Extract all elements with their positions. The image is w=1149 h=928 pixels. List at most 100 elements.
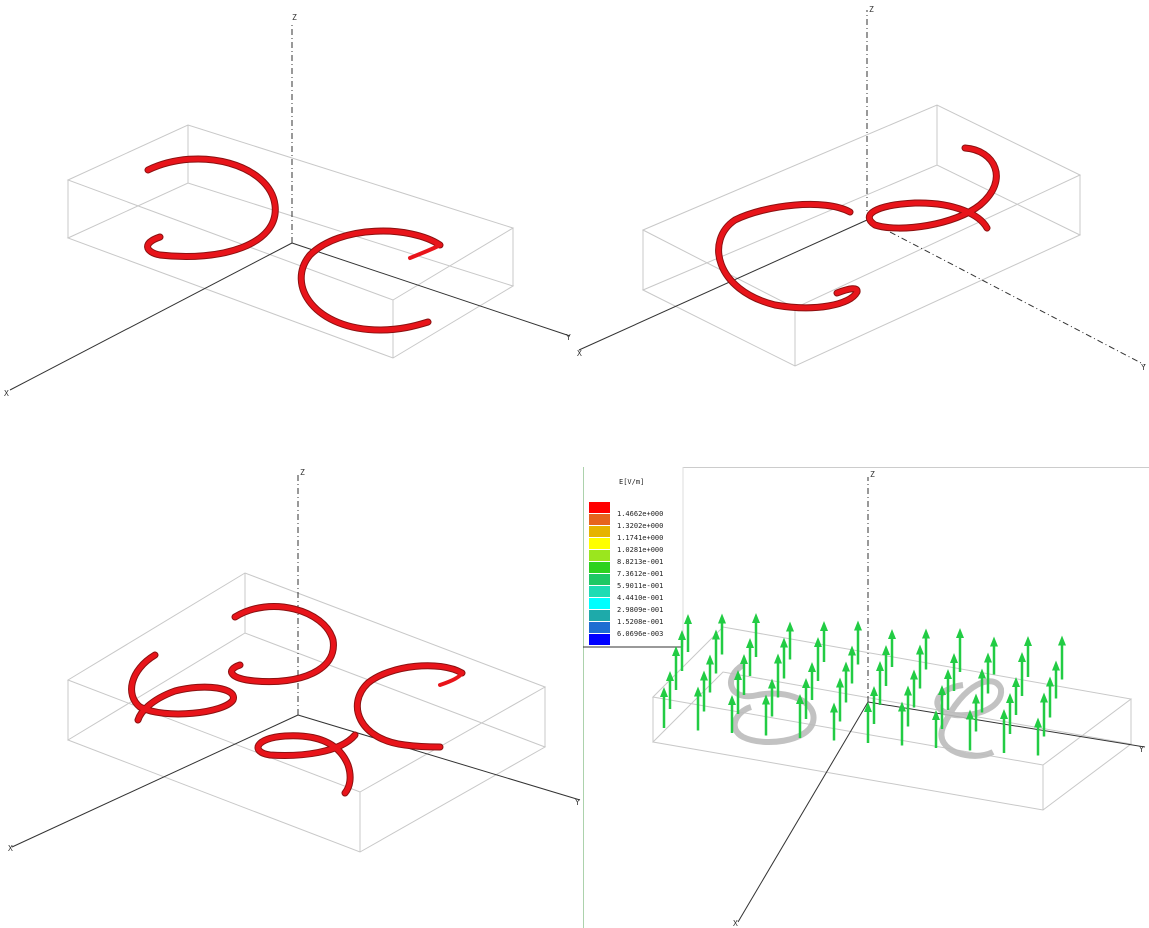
field-arrow [762, 694, 770, 736]
field-arrow [1034, 717, 1042, 756]
field-arrow [718, 613, 726, 655]
x-axis-label: X [8, 844, 13, 853]
coil-group [128, 603, 466, 797]
field-arrow [966, 709, 974, 751]
legend-label: 7.3612e-001 [617, 570, 664, 578]
legend-entry: 1.5208e-001 [589, 610, 699, 626]
legend-swatch [589, 526, 610, 537]
axes [11, 475, 581, 848]
field-arrow [672, 646, 680, 690]
x-axis-label: X [577, 349, 582, 358]
field-arrow [854, 620, 862, 665]
legend-entry [589, 634, 699, 646]
field-arrow [1006, 693, 1014, 734]
legend-label: 1.4662e+000 [617, 510, 664, 518]
legend-swatch [589, 610, 610, 621]
legend-label: 5.9011e-001 [617, 582, 664, 590]
coil-group [715, 144, 1000, 312]
field-arrow [1052, 660, 1060, 699]
field-arrow [808, 662, 816, 700]
field-arrow [666, 671, 674, 709]
field-arrow [938, 685, 946, 729]
field-arrow [1040, 692, 1048, 737]
field-arrow [830, 702, 838, 741]
x-axis-label: X [4, 389, 9, 398]
field-arrow [734, 670, 742, 714]
z-axis-label: Z [870, 470, 875, 479]
y-axis-label: Y [1141, 363, 1146, 372]
field-arrow [728, 695, 736, 733]
field-arrow [802, 678, 810, 719]
field-arrow-group [660, 613, 1066, 756]
axes [578, 10, 1146, 366]
field-arrow [786, 621, 794, 660]
legend-entry: 1.3202e+000 [589, 514, 699, 530]
field-arrow [706, 654, 714, 693]
legend-entry: 2.9809e-001 [589, 598, 699, 614]
field-arrow [1058, 635, 1066, 680]
legend-swatch [589, 622, 610, 633]
field-arrow [712, 629, 720, 674]
legend-title: E[V/m] [619, 478, 645, 486]
field-arrow [848, 645, 856, 684]
view-panel-top-left: Z X Y [0, 0, 575, 440]
legend-swatch [589, 538, 610, 549]
legend-entry: 8.8213e-001 [589, 550, 699, 566]
field-arrow [820, 621, 828, 662]
legend-label: 6.0696e-003 [617, 630, 664, 638]
legend-label: 4.4410e-001 [617, 594, 664, 602]
legend-label: 1.1741e+000 [617, 534, 664, 542]
field-arrow [978, 668, 986, 713]
field-arrow [768, 678, 776, 717]
field-arrow [780, 637, 788, 679]
field-arrow [898, 701, 906, 746]
legend-swatch [589, 502, 610, 513]
field-arrow [1018, 652, 1026, 696]
field-arrow [916, 644, 924, 689]
bounding-box [641, 104, 1082, 367]
color-legend: E[V/m] 1.4662e+000 1.3202e+000 1.1741e+000… [589, 475, 709, 655]
field-arrow [842, 661, 850, 703]
field-arrow [888, 629, 896, 667]
field-arrow [740, 654, 748, 695]
field-arrow [1024, 636, 1032, 677]
field-arrow [910, 669, 918, 708]
z-axis-label: Z [292, 13, 297, 22]
legend-entry: 1.1741e+000 [589, 526, 699, 542]
axes [9, 25, 571, 391]
z-axis-label: Z [869, 5, 874, 14]
legend-swatch [589, 514, 610, 525]
field-arrow [870, 686, 878, 724]
z-axis-label: Z [300, 468, 305, 477]
field-arrow [660, 687, 668, 728]
field-arrow [1000, 709, 1008, 753]
field-arrow [876, 661, 884, 705]
field-arrow [694, 686, 702, 731]
legend-label: 1.3202e+000 [617, 522, 664, 530]
model-view-3: Z X Y [8, 468, 581, 853]
bounding-box [66, 124, 515, 359]
field-arrow [984, 652, 992, 694]
legend-swatch [589, 634, 610, 645]
legend-entry: 6.0696e-003 [589, 622, 699, 638]
field-arrow [882, 645, 890, 686]
legend-swatch [589, 586, 610, 597]
legend-swatch [589, 598, 610, 609]
legend-swatch [589, 562, 610, 573]
field-arrow [904, 685, 912, 727]
legend-entry: 5.9011e-001 [589, 574, 699, 590]
field-arrow [956, 628, 964, 672]
legend-entry: 4.4410e-001 [589, 586, 699, 602]
legend-swatch [589, 574, 610, 585]
axes [737, 477, 1146, 923]
field-arrow [836, 677, 844, 722]
model-view-4: Z X Y [583, 467, 1149, 928]
field-arrow [752, 613, 760, 657]
field-arrow [774, 653, 782, 698]
field-arrow [1046, 676, 1054, 718]
field-arrow [922, 628, 930, 670]
y-axis-label: Y [566, 333, 571, 342]
field-arrow [944, 669, 952, 710]
field-arrow [678, 630, 686, 671]
field-arrow [932, 710, 940, 748]
